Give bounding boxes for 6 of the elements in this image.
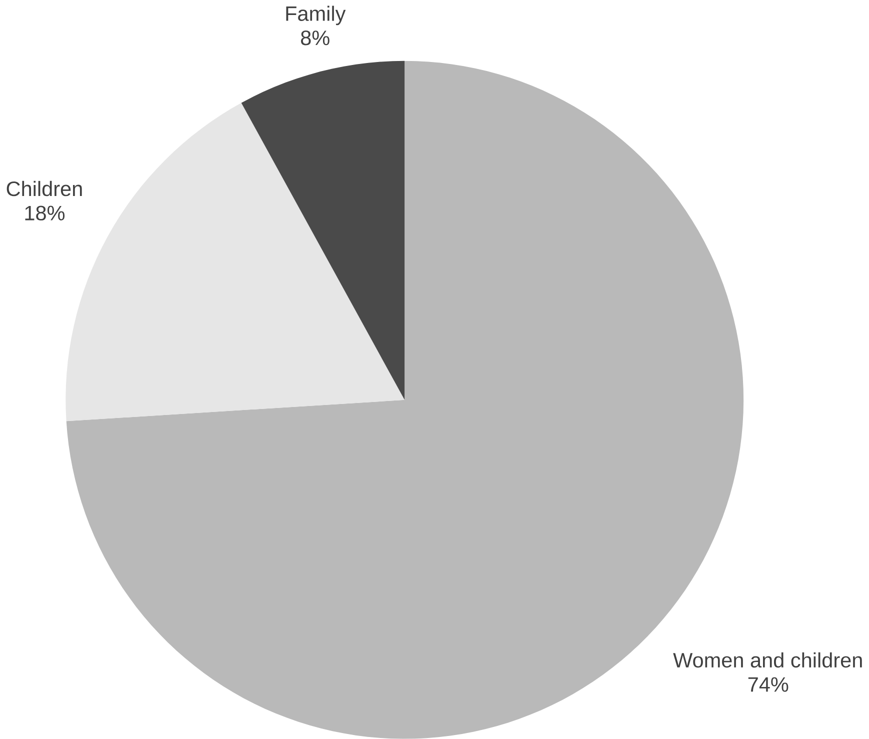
slice-label: Children (6, 180, 82, 196)
data-label: 8% (301, 30, 330, 46)
slice-label: Women and children (673, 652, 862, 668)
data-label: 74% (748, 677, 788, 692)
slice-label: Family (286, 6, 346, 26)
data-label: 18% (25, 206, 65, 220)
